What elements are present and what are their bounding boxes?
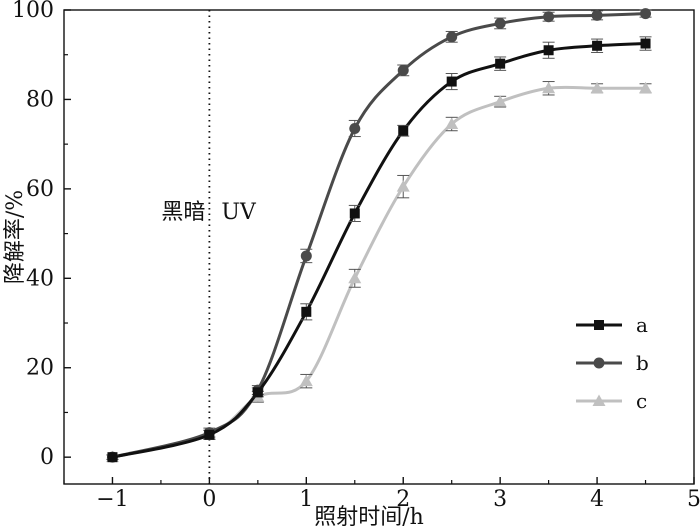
y-tick-label: 100 (12, 0, 54, 23)
data-point-b (591, 9, 603, 21)
uv-label: UV (221, 200, 257, 225)
data-point-a (446, 76, 457, 87)
data-point-a (204, 429, 215, 440)
data-point-a (252, 387, 263, 398)
data-point-b (349, 123, 361, 134)
data-point-b (397, 64, 409, 76)
series-line-c (112, 85, 646, 459)
legend-swatch-marker (592, 394, 606, 406)
x-tick-label: 1 (299, 487, 313, 512)
data-point-c (348, 271, 362, 284)
legend-label: c (636, 389, 647, 413)
data-point-a (398, 125, 409, 136)
data-point-c (493, 95, 507, 107)
data-point-b (300, 250, 312, 262)
x-tick-label: 4 (590, 487, 604, 512)
data-point-c (299, 374, 313, 387)
x-tick-label: 0 (202, 487, 216, 512)
data-point-b (640, 8, 652, 20)
data-point-b (543, 11, 555, 23)
data-point-c (445, 117, 459, 130)
x-axis-label: 照射时间/h (314, 505, 424, 528)
y-axis-label: 降解率/% (3, 190, 28, 284)
legend-label: a (636, 313, 648, 337)
data-point-c (542, 81, 556, 94)
legend-item-a: a (576, 313, 648, 337)
y-tick-label: 0 (40, 445, 54, 470)
series-b (106, 8, 652, 463)
data-point-b (446, 31, 458, 43)
data-point-a (543, 45, 554, 56)
y-tick-label: 80 (26, 87, 54, 112)
series-line-b (112, 12, 646, 459)
series-line-a (112, 42, 646, 459)
y-tick-label: 60 (26, 177, 54, 202)
dark-label: 黑暗 (161, 200, 205, 225)
y-tick-label: 40 (26, 266, 54, 291)
data-point-a (301, 306, 312, 317)
data-point-a (107, 452, 118, 463)
x-tick-label: −1 (96, 487, 128, 512)
legend-swatch-marker (593, 357, 605, 369)
data-point-c (590, 81, 604, 94)
x-tick-label: 3 (493, 487, 507, 512)
legend-item-c: c (576, 389, 647, 413)
series-c (105, 81, 653, 463)
data-point-a (592, 40, 603, 51)
data-point-a (495, 58, 506, 69)
x-tick-label: 5 (687, 487, 700, 512)
data-point-a (349, 208, 360, 219)
legend-label: b (636, 351, 649, 375)
data-point-b (494, 17, 506, 29)
legend-swatch-marker (594, 320, 604, 330)
legend-item-b: b (576, 351, 649, 375)
y-tick-label: 20 (26, 356, 54, 381)
series-a (106, 36, 652, 463)
data-point-c (396, 180, 410, 192)
x-tick-label: 2 (396, 487, 410, 512)
data-point-c (639, 81, 653, 94)
data-point-a (640, 38, 651, 49)
plot-frame (63, 9, 695, 485)
